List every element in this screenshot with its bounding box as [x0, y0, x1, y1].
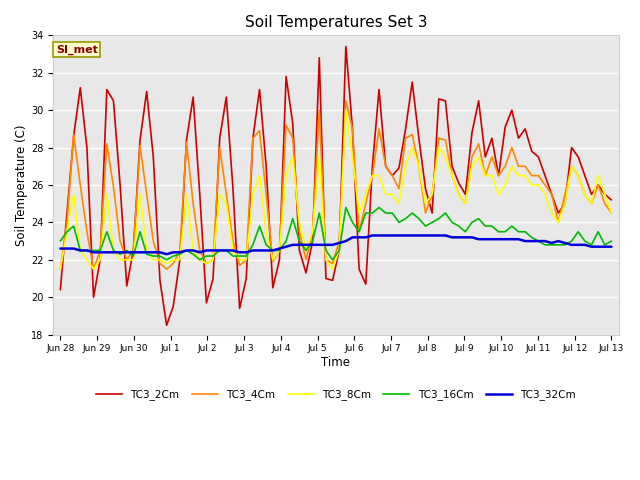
- TC3_4Cm: [90, 266, 97, 272]
- TC3_4Cm: [302, 257, 310, 263]
- TC3_8Cm: [481, 173, 489, 179]
- TC3_4Cm: [607, 210, 615, 216]
- Title: Soil Temperatures Set 3: Soil Temperatures Set 3: [244, 15, 427, 30]
- TC3_32Cm: [488, 236, 496, 242]
- Line: TC3_16Cm: TC3_16Cm: [60, 207, 611, 260]
- TC3_32Cm: [308, 242, 316, 248]
- TC3_32Cm: [607, 244, 615, 250]
- TC3_2Cm: [488, 135, 496, 141]
- TC3_16Cm: [342, 204, 349, 210]
- TC3_2Cm: [335, 248, 343, 253]
- Y-axis label: Soil Temperature (C): Soil Temperature (C): [15, 124, 28, 246]
- TC3_16Cm: [515, 229, 522, 235]
- TC3_2Cm: [56, 287, 64, 293]
- TC3_8Cm: [302, 248, 310, 253]
- TC3_32Cm: [163, 252, 170, 257]
- TC3_2Cm: [163, 323, 170, 328]
- TC3_4Cm: [63, 219, 71, 225]
- Line: TC3_4Cm: TC3_4Cm: [60, 101, 611, 269]
- TC3_2Cm: [308, 238, 316, 244]
- TC3_16Cm: [607, 238, 615, 244]
- TC3_32Cm: [90, 250, 97, 255]
- Line: TC3_32Cm: TC3_32Cm: [60, 236, 611, 254]
- TC3_8Cm: [56, 266, 64, 272]
- TC3_4Cm: [508, 144, 516, 150]
- Text: SI_met: SI_met: [56, 44, 98, 55]
- TC3_2Cm: [90, 294, 97, 300]
- TC3_8Cm: [508, 163, 516, 169]
- Line: TC3_2Cm: TC3_2Cm: [60, 47, 611, 325]
- TC3_16Cm: [163, 257, 170, 263]
- TC3_8Cm: [607, 210, 615, 216]
- X-axis label: Time: Time: [321, 356, 350, 369]
- Legend: TC3_2Cm, TC3_4Cm, TC3_8Cm, TC3_16Cm, TC3_32Cm: TC3_2Cm, TC3_4Cm, TC3_8Cm, TC3_16Cm, TC3…: [92, 385, 580, 404]
- TC3_8Cm: [342, 107, 349, 113]
- TC3_16Cm: [63, 229, 71, 235]
- TC3_32Cm: [515, 236, 522, 242]
- TC3_32Cm: [335, 240, 343, 246]
- TC3_4Cm: [342, 98, 349, 104]
- TC3_4Cm: [329, 261, 337, 266]
- TC3_4Cm: [56, 266, 64, 272]
- TC3_32Cm: [63, 246, 71, 252]
- TC3_8Cm: [329, 266, 337, 272]
- TC3_32Cm: [369, 233, 376, 239]
- TC3_2Cm: [515, 135, 522, 141]
- TC3_32Cm: [56, 246, 64, 252]
- TC3_2Cm: [607, 197, 615, 203]
- TC3_2Cm: [63, 210, 71, 216]
- TC3_16Cm: [90, 248, 97, 253]
- TC3_16Cm: [56, 238, 64, 244]
- Line: TC3_8Cm: TC3_8Cm: [60, 110, 611, 269]
- TC3_16Cm: [335, 248, 343, 253]
- TC3_4Cm: [481, 173, 489, 179]
- TC3_16Cm: [488, 223, 496, 229]
- TC3_16Cm: [308, 238, 316, 244]
- TC3_2Cm: [342, 44, 349, 49]
- TC3_8Cm: [90, 266, 97, 272]
- TC3_8Cm: [63, 229, 71, 235]
